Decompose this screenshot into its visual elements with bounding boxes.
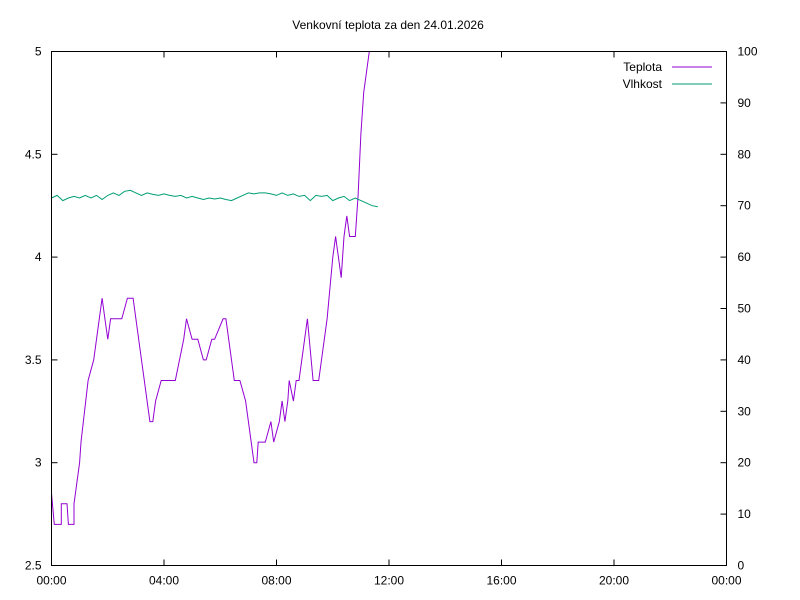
y2-tick-label: 10: [738, 507, 752, 521]
y2-tick-label: 60: [738, 250, 752, 264]
x-tick-label: 08:00: [261, 574, 291, 588]
x-tick-label: 12:00: [374, 574, 404, 588]
y-tick-label: 4: [35, 250, 42, 264]
y-tick-label: 2.5: [25, 559, 42, 573]
x-axis: 00:00 04:00 08:00 12:00 16:00 20:00 00:00: [36, 51, 742, 588]
y2-tick-label: 80: [738, 147, 752, 161]
y-axis-left: 2.5 3 3.5 4 4.5 5: [25, 45, 58, 573]
y2-tick-label: 100: [738, 45, 758, 59]
series-line-vlhkost: [51, 189, 378, 208]
legend: Teplota Vlhkost: [623, 60, 712, 91]
y2-tick-label: 70: [738, 199, 752, 213]
y-tick-label: 5: [35, 45, 42, 59]
y2-tick-label: 0: [738, 559, 745, 573]
y-axis-right: 0 10 20 30 40 50 60 70 80 90 100: [720, 45, 758, 573]
y2-tick-label: 20: [738, 456, 752, 470]
x-tick-label: 00:00: [36, 574, 66, 588]
y-tick-label: 3: [35, 456, 42, 470]
legend-label: Vlhkost: [623, 77, 663, 91]
plot-series: [51, 51, 378, 525]
y2-tick-label: 40: [738, 353, 752, 367]
series-line-teplota: [51, 51, 370, 525]
chart-title: Venkovní teplota za den 24.01.2026: [292, 18, 484, 32]
legend-label: Teplota: [623, 60, 662, 74]
y2-tick-label: 50: [738, 302, 752, 316]
x-tick-label: 16:00: [486, 574, 516, 588]
y-tick-label: 4.5: [25, 147, 42, 161]
y-tick-label: 3.5: [25, 353, 42, 367]
y2-tick-label: 30: [738, 404, 752, 418]
x-tick-label: 00:00: [711, 574, 741, 588]
y2-tick-label: 90: [738, 96, 752, 110]
x-tick-label: 04:00: [149, 574, 179, 588]
x-tick-label: 20:00: [599, 574, 629, 588]
